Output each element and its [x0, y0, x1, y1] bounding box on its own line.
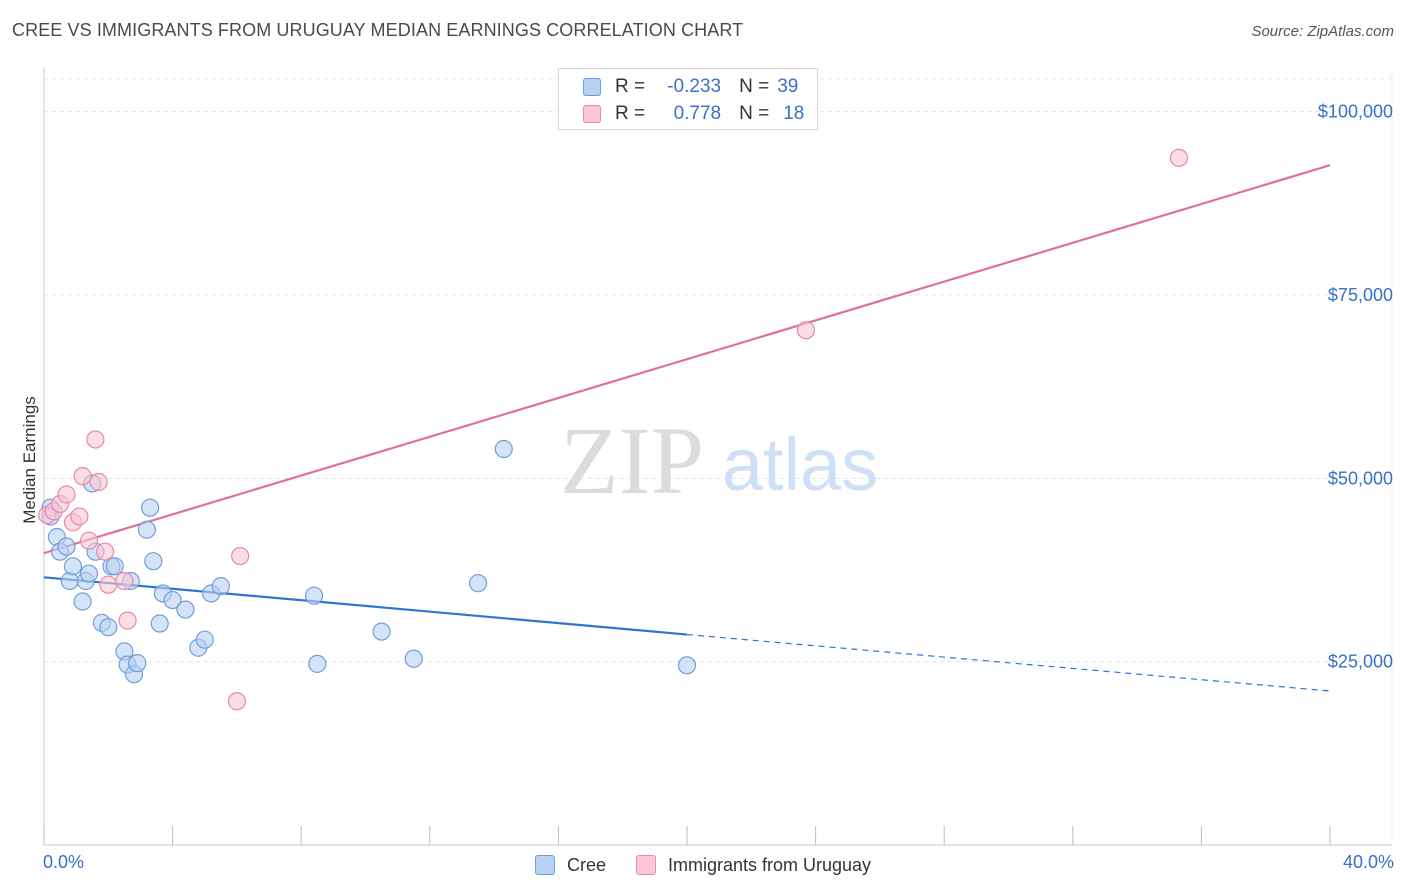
cree-point	[73, 592, 92, 611]
uruguay-point	[95, 542, 115, 561]
legend-label-cree: Cree	[566, 854, 606, 875]
cree-point	[57, 537, 76, 556]
point-layer	[38, 148, 1188, 711]
uruguay-point	[231, 546, 250, 566]
x-edge-label-right: 40.0%	[1342, 852, 1394, 872]
r-label: R =	[615, 103, 646, 124]
cree-point	[60, 571, 79, 591]
trend-layer	[43, 164, 1331, 692]
uruguay-trend-line	[43, 164, 1331, 555]
cree-trend-line	[43, 576, 688, 636]
uruguay-point	[73, 467, 92, 486]
cree-point	[677, 656, 697, 675]
uruguay-point	[79, 531, 99, 550]
uruguay-point	[115, 571, 134, 591]
uruguay-point	[796, 321, 816, 340]
y-tick-label: $75,000	[1328, 285, 1393, 305]
n-label: N =	[739, 103, 770, 124]
cree-point	[128, 654, 147, 673]
n-value: 39	[777, 76, 799, 97]
uruguay-point	[57, 485, 76, 504]
cree-swatch	[583, 78, 601, 96]
cree-point	[140, 498, 160, 517]
legend-item-cree[interactable]: Cree	[534, 854, 606, 876]
cree-point	[494, 439, 513, 459]
watermark-atlas: atlas	[722, 423, 878, 506]
stats-row-cree: R = -0.233 N = 39	[583, 74, 798, 100]
r-value: 0.778	[673, 103, 722, 124]
series-legend: Cree Immigrants from Uruguay	[0, 850, 1406, 880]
cree-point	[63, 557, 83, 576]
cree-point	[468, 574, 488, 593]
watermark: ZIP atlas	[560, 407, 878, 514]
chart-title: CREE VS IMMIGRANTS FROM URUGUAY MEDIAN E…	[12, 20, 744, 40]
uruguay-point	[89, 472, 108, 492]
y-tick-label: $25,000	[1328, 652, 1393, 672]
uruguay-swatch	[583, 105, 601, 123]
watermark-zip: ZIP	[560, 407, 704, 514]
r-value: -0.233	[667, 76, 722, 97]
cree-point	[308, 654, 327, 673]
cree-trend-extension	[686, 633, 1331, 692]
source-label: Source: ZipAtlas.com	[1251, 23, 1394, 40]
stats-legend: R = -0.233 N = 39 R = 0.778 N = 18	[558, 68, 818, 130]
cree-point	[105, 557, 124, 576]
cree-point	[304, 586, 324, 605]
legend-item-uruguay[interactable]: Immigrants from Uruguay	[635, 854, 872, 876]
cree-point	[150, 614, 169, 633]
cree-point	[163, 590, 182, 610]
stats-row-uruguay: R = 0.778 N = 18	[583, 101, 804, 127]
y-tick-label: $100,000	[1318, 102, 1393, 122]
uruguay-point	[86, 430, 105, 449]
cree-swatch	[534, 855, 555, 875]
cree-point	[176, 600, 195, 619]
uruguay-point	[118, 611, 137, 630]
y-tick-label: $50,000	[1328, 468, 1393, 488]
cree-point	[404, 649, 423, 668]
r-label: R =	[615, 76, 646, 97]
n-label: N =	[739, 76, 770, 97]
x-edge-label-left: 0.0%	[43, 852, 85, 872]
cree-point	[137, 520, 156, 539]
y-tick-labels: $25,000 $50,000 $75,000 $100,000	[1318, 102, 1393, 672]
cree-point	[99, 618, 118, 637]
cree-point	[372, 622, 391, 641]
uruguay-point	[1169, 148, 1188, 167]
uruguay-point	[70, 507, 89, 526]
axis-layer	[43, 68, 1392, 846]
legend-label-uruguay: Immigrants from Uruguay	[667, 854, 872, 875]
uruguay-point	[99, 575, 118, 594]
grid-layer	[44, 75, 1393, 845]
uruguay-point	[227, 692, 246, 711]
cree-point	[79, 564, 99, 583]
cree-point	[144, 552, 163, 571]
n-value: 18	[783, 103, 805, 124]
uruguay-swatch	[635, 855, 656, 875]
cree-point	[211, 577, 230, 596]
cree-point	[195, 630, 214, 649]
